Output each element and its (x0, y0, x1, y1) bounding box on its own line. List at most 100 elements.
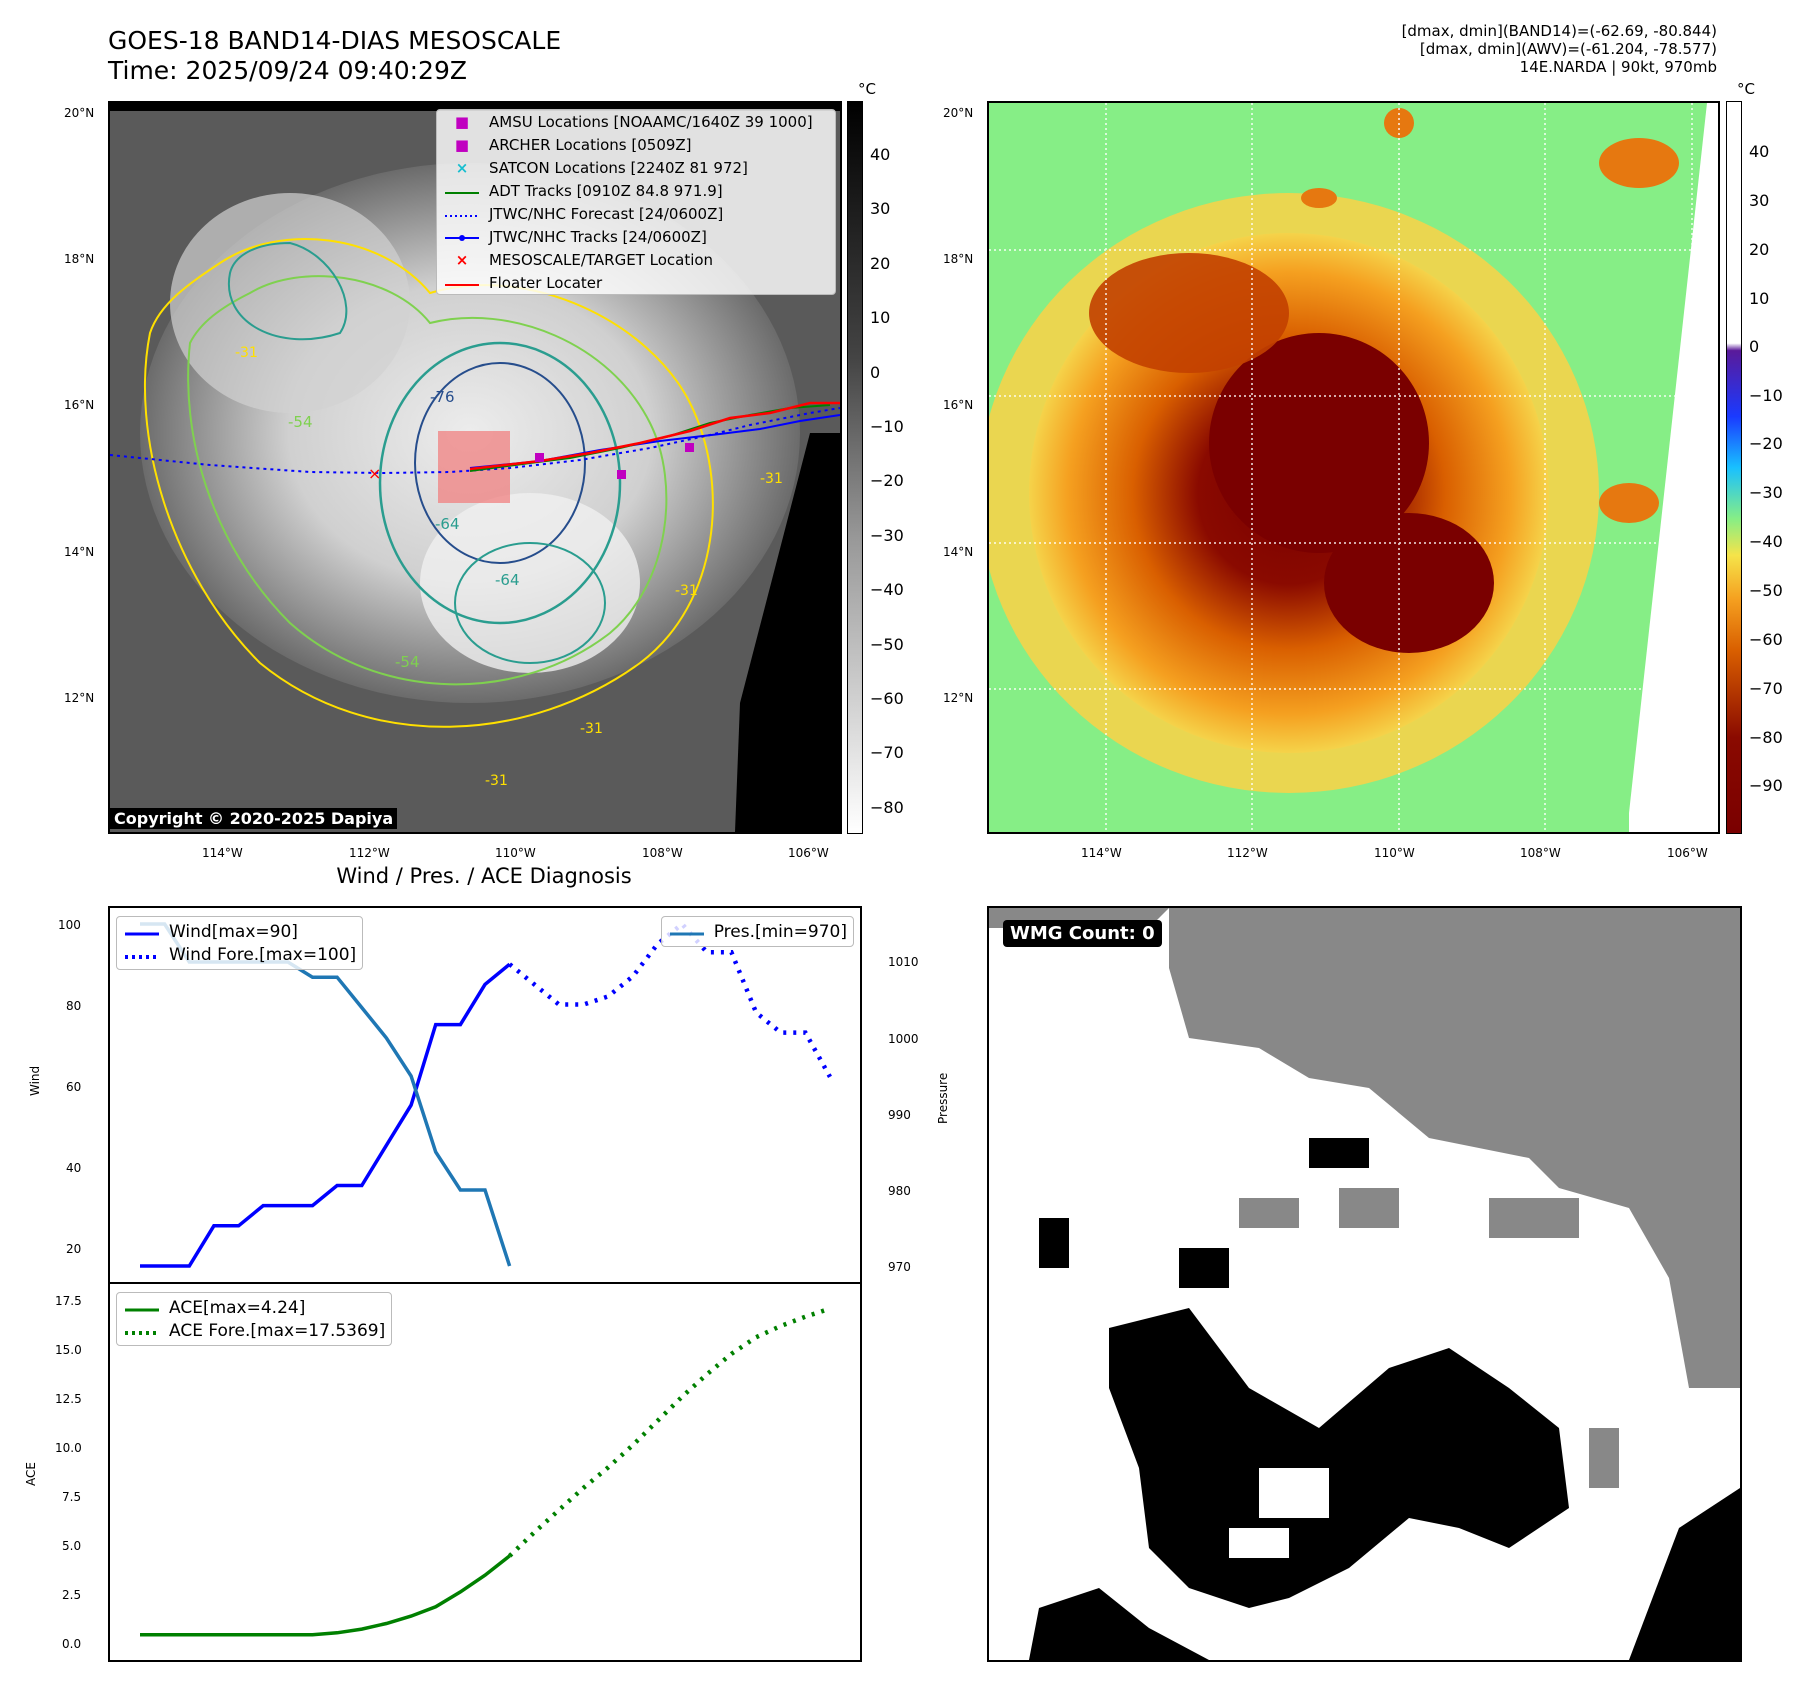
colorbar-tick: −50 (1749, 581, 1783, 600)
line-icon (443, 274, 481, 292)
colorbar-tick: −70 (870, 743, 904, 762)
awv-colorbar (1726, 101, 1742, 834)
pressure-tick: 980 (888, 1184, 911, 1198)
legend-row-tracks: JTWC/NHC Tracks [24/0600Z] (437, 225, 835, 248)
colorbar-unit: °C (1737, 80, 1755, 98)
lat-label: 20°N (64, 106, 95, 120)
wind-ylabel: Wind (28, 1065, 42, 1096)
pressure-tick: 990 (888, 1108, 911, 1122)
colorbar-tick: 30 (870, 199, 891, 218)
wind-tick: 100 (58, 918, 81, 932)
contour-label: -64 (435, 515, 460, 533)
colorbar-tick: −40 (1749, 532, 1783, 551)
legend-label: JTWC/NHC Forecast [24/0600Z] (489, 204, 724, 223)
ace-tick: 10.0 (55, 1441, 82, 1455)
ace-plot (140, 1306, 831, 1637)
legend-row-amsu: ■ AMSU Locations [NOAAMC/1640Z 39 1000] (437, 110, 835, 133)
band14-colorbar (847, 101, 863, 834)
lon-label: 114°W (202, 846, 243, 860)
legend-row-satcon: × SATCON Locations [2240Z 81 972] (437, 156, 835, 179)
colorbar-tick: 20 (1749, 240, 1770, 259)
image-title: GOES-18 BAND14-DIAS MESOSCALE Time: 2025… (108, 26, 561, 86)
ace-tick: 2.5 (62, 1588, 82, 1602)
lat-label: 18°N (64, 252, 95, 266)
colorbar-tick: −30 (1749, 483, 1783, 502)
pressure-tick: 1000 (888, 1032, 919, 1046)
ace-forecast-series-line (508, 1306, 831, 1558)
info-line-2: [dmax, dmin](AWV)=(-61.204, -78.577) (1419, 40, 1717, 58)
square-marker-icon: ■ (454, 135, 470, 154)
lon-label: 108°W (1520, 846, 1561, 860)
lon-label: 112°W (1227, 846, 1268, 860)
colorbar-unit: °C (858, 80, 876, 98)
pres-legend: Pres.[min=970] (660, 916, 854, 947)
map-legend: ■ AMSU Locations [NOAAMC/1640Z 39 1000] ■… (436, 109, 836, 295)
dotted-line-icon (123, 1321, 161, 1341)
contour-label: -31 (485, 773, 508, 789)
legend-row-wind-fore: Wind Fore.[max=100] (117, 943, 362, 966)
legend-row-pres: Pres.[min=970] (662, 920, 853, 943)
pressure-tick: 1010 (888, 955, 919, 969)
colorbar-tick: −30 (870, 526, 904, 545)
ace-panel: ACE[max=4.24] ACE Fore.[max=17.5369] (108, 1282, 862, 1662)
lat-label: 14°N (943, 545, 974, 559)
legend-row-target: × MESOSCALE/TARGET Location (437, 248, 835, 271)
diagnosis-title: Wind / Pres. / ACE Diagnosis (336, 864, 632, 888)
ace-ylabel: ACE (24, 1462, 38, 1486)
x-marker-icon: × (455, 250, 469, 269)
legend-label: AMSU Locations [NOAAMC/1640Z 39 1000] (489, 112, 813, 131)
legend-row-floater: Floater Locater (437, 271, 835, 294)
x-marker-icon: × (455, 158, 469, 177)
legend-row-archer: ■ ARCHER Locations [0509Z] (437, 133, 835, 156)
legend-label: ACE Fore.[max=17.5369] (169, 1320, 386, 1341)
legend-label: JTWC/NHC Tracks [24/0600Z] (489, 227, 707, 246)
legend-row-adt: ADT Tracks [0910Z 84.8 971.9] (437, 179, 835, 202)
legend-label: Wind Fore.[max=100] (169, 944, 357, 965)
legend-label: Wind[max=90] (169, 921, 298, 942)
colorbar-tick: 10 (870, 308, 891, 327)
wind-tick: 60 (66, 1080, 82, 1094)
legend-row-ace-fore: ACE Fore.[max=17.5369] (117, 1319, 391, 1342)
colorbar-tick: −10 (870, 417, 904, 436)
colorbar-tick: −60 (1749, 630, 1783, 649)
colorbar-tick: 40 (1749, 142, 1770, 161)
contour-label: -54 (395, 653, 420, 671)
pressure-ylabel: Pressure (936, 1072, 950, 1124)
colorbar-tick: 40 (870, 145, 891, 164)
colorbar-tick: −10 (1749, 386, 1783, 405)
line-dot-icon (443, 228, 481, 246)
legend-label: SATCON Locations [2240Z 81 972] (489, 158, 748, 177)
dotted-line-icon (123, 945, 161, 965)
legend-label: ACE[max=4.24] (169, 1297, 306, 1318)
colorbar-tick: −60 (870, 689, 904, 708)
info-line-3: 14E.NARDA | 90kt, 970mb (1519, 58, 1717, 76)
contour-label: -31 (580, 721, 603, 737)
ace-tick: 0.0 (62, 1637, 82, 1651)
wind-tick: 20 (66, 1242, 82, 1256)
ace-tick: 12.5 (55, 1392, 82, 1406)
lon-label: 106°W (1667, 846, 1708, 860)
wind-tick: 40 (66, 1161, 82, 1175)
contour-label: -54 (288, 413, 313, 431)
lon-label: 108°W (642, 846, 683, 860)
lon-label: 112°W (349, 846, 390, 860)
info-line-1: [dmax, dmin](BAND14)=(-62.69, -80.844) (1401, 22, 1717, 40)
title-line-1: GOES-18 BAND14-DIAS MESOSCALE (108, 26, 562, 55)
contour-label: -31 (760, 471, 783, 487)
pressure-series-line (140, 922, 512, 1267)
colorbar-tick: −20 (870, 471, 904, 490)
ace-series-line (140, 1554, 511, 1637)
lat-label: 14°N (64, 545, 95, 559)
line-icon (443, 182, 481, 200)
wmg-image (989, 908, 1740, 1660)
line-icon (123, 922, 161, 942)
lat-label: 18°N (943, 252, 974, 266)
ace-tick: 5.0 (62, 1539, 82, 1553)
colorbar-tick: 0 (870, 363, 881, 382)
storm-info: [dmax, dmin](BAND14)=(-62.69, -80.844) [… (1402, 22, 1717, 76)
colorbar-tick: 0 (1749, 337, 1760, 356)
square-marker-icon: ■ (454, 112, 470, 131)
colorbar-tick: −70 (1749, 679, 1783, 698)
wind-series-line (140, 962, 511, 1268)
ace-tick: 15.0 (55, 1343, 82, 1357)
